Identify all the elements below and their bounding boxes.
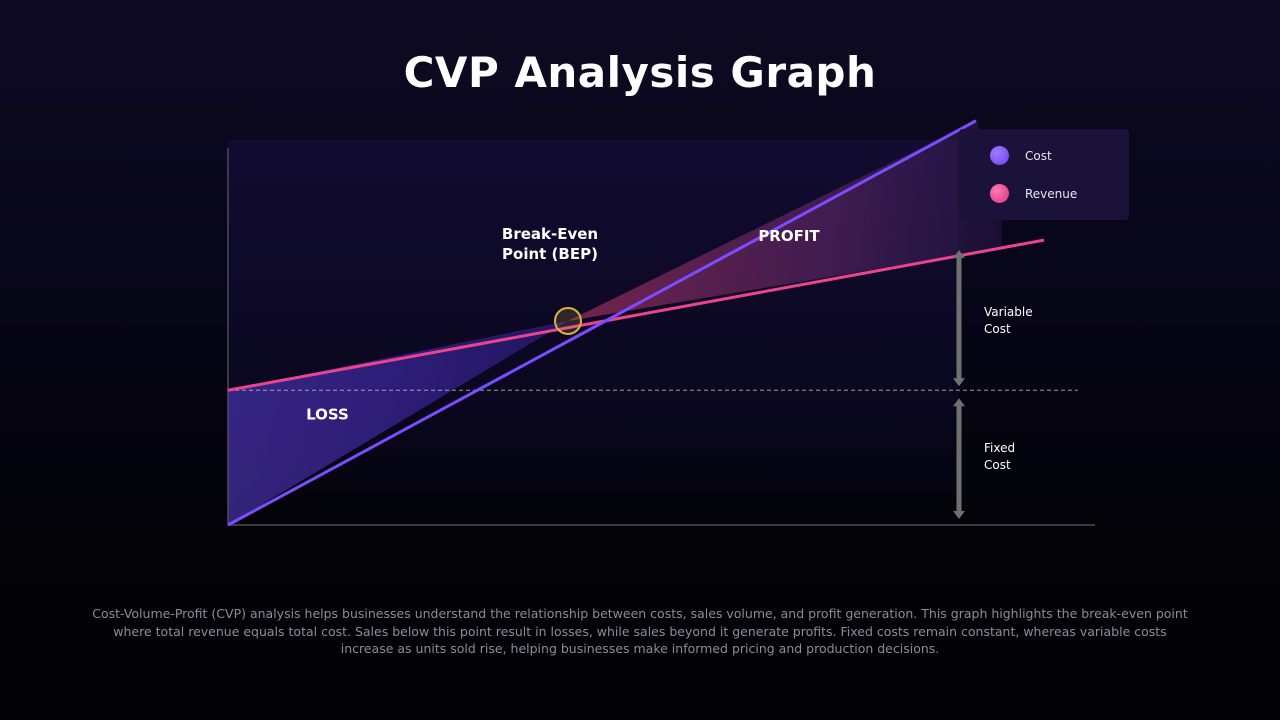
variable-cost-label-line1: Variable [984,305,1033,319]
page-title: CVP Analysis Graph [403,48,877,97]
chart-regions [228,120,1002,525]
fixed-cost-label-line2: Cost [984,458,1011,472]
chart-annotations: Break-Even Point (BEP) LOSS PROFIT Variable C… [306,225,1033,519]
revenue-legend-marker [990,184,1009,203]
loss-region [228,320,568,525]
cost-legend-marker [990,146,1009,165]
fixed-cost-label-line1: Fixed [984,441,1015,455]
revenue-line [227,238,1045,392]
bep-label-line2: Point (BEP) [502,245,598,263]
chart-axes [227,148,1095,526]
legend-label-cost: Cost [1025,148,1052,163]
legend-label-revenue: Revenue [1025,186,1078,201]
variable-cost-arrow-head-top [953,250,965,259]
description-text: Cost-Volume-Profit (CVP) analysis helps … [92,606,1188,656]
fixed-cost-arrow-head-bottom [953,511,965,519]
variable-cost-label-line2: Cost [984,322,1011,336]
legend-item-revenue: Revenue [990,184,1077,203]
fixed-cost-arrow [953,398,965,519]
profit-region [568,120,1002,321]
variable-cost-arrow [953,250,965,387]
variable-cost-arrow-head-bottom [953,378,965,387]
legend-item-cost: Cost [990,146,1052,165]
chart-series [227,119,1045,527]
chart-legend: Cost Revenue [959,129,1129,220]
fixed-cost-arrow-head-top [953,398,965,407]
loss-label: LOSS [306,405,349,423]
break-even-marker [554,306,582,335]
cost-line [227,119,977,527]
profit-label: PROFIT [758,227,820,245]
bep-label-line1: Break-Even [502,225,598,243]
